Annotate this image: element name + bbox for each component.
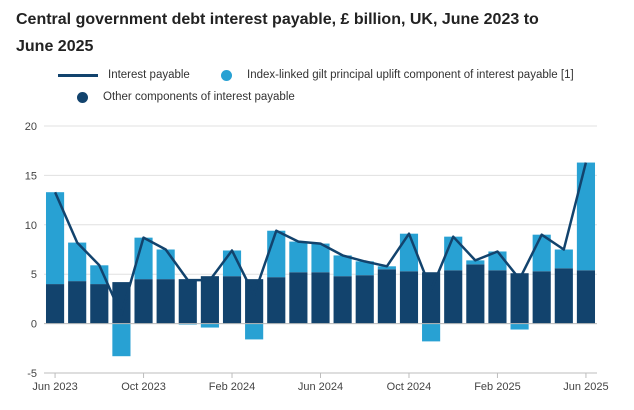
bar-index-linked-uplift — [267, 230, 286, 278]
bar-other-components — [422, 272, 441, 324]
bar-other-components — [45, 284, 65, 324]
bar-index-linked-uplift — [333, 255, 352, 277]
bar-index-linked-uplift — [377, 266, 396, 270]
bar-index-linked-uplift — [422, 323, 441, 342]
legend-dot-swatch — [77, 91, 88, 103]
legend-item-index-linked: Index-linked gilt principal uplift compo… — [221, 69, 574, 81]
bar-other-components — [576, 270, 596, 324]
bar-other-components — [289, 272, 308, 324]
x-tick-label: Jun 2025 — [563, 381, 608, 393]
bar-other-components — [112, 282, 131, 324]
x-tick-label: Oct 2023 — [121, 381, 166, 393]
legend-line-swatch — [58, 73, 98, 77]
bar-index-linked-uplift — [311, 243, 330, 273]
y-tick-label: 20 — [25, 121, 37, 133]
bar-index-linked-uplift — [45, 192, 65, 285]
bar-index-linked-uplift — [576, 162, 596, 271]
chart-title: Central government debt interest payable… — [16, 11, 539, 55]
y-tick-label: 0 — [31, 319, 37, 331]
bar-other-components — [222, 276, 242, 324]
bar-other-components — [554, 268, 573, 324]
y-tick-label: -5 — [27, 368, 37, 380]
x-tick-label: Oct 2024 — [387, 381, 432, 393]
bar-index-linked-uplift — [134, 237, 153, 280]
legend-item-interest-payable: Interest payable — [58, 69, 190, 81]
bar-index-linked-uplift — [289, 241, 308, 273]
legend-item-other-components: Other components of interest payable — [77, 91, 295, 103]
bar-other-components — [333, 276, 352, 324]
bar-other-components — [311, 272, 330, 324]
bar-index-linked-uplift — [466, 260, 485, 265]
bar-index-linked-uplift — [200, 323, 219, 328]
y-tick-label: 15 — [25, 170, 37, 182]
y-tick-label: 10 — [25, 220, 37, 232]
bar-other-components — [156, 279, 175, 324]
bar-index-linked-uplift — [554, 249, 573, 269]
bar-index-linked-uplift — [112, 323, 131, 357]
bar-index-linked-uplift — [355, 261, 374, 276]
bar-other-components — [466, 264, 485, 324]
bar-other-components — [267, 277, 286, 324]
bar-index-linked-uplift — [510, 323, 529, 330]
legend-label: Interest payable — [108, 69, 190, 81]
legend-label: Other components of interest payable — [103, 91, 295, 103]
x-tick-label: Jun 2024 — [298, 381, 343, 393]
bar-index-linked-uplift — [68, 242, 87, 282]
bar-other-components — [488, 270, 507, 324]
line-interest-payable — [53, 162, 588, 316]
bar-other-components — [200, 276, 219, 324]
bar-other-components — [532, 271, 551, 324]
legend-label: Index-linked gilt principal uplift compo… — [247, 69, 574, 81]
bar-index-linked-uplift — [90, 265, 109, 285]
bar-other-components — [399, 271, 419, 324]
bar-index-linked-uplift — [156, 249, 175, 280]
bar-other-components — [178, 279, 197, 324]
legend-dot-swatch — [221, 69, 232, 81]
bar-other-components — [134, 279, 153, 324]
bar-other-components — [68, 281, 87, 324]
bar-index-linked-uplift — [245, 323, 264, 340]
bar-other-components — [355, 275, 374, 324]
x-tick-label: Feb 2025 — [474, 381, 520, 393]
x-tick-label: Jun 2023 — [32, 381, 77, 393]
x-tick-label: Feb 2024 — [209, 381, 255, 393]
bar-other-components — [90, 284, 109, 324]
bar-other-components — [245, 279, 264, 324]
bar-other-components — [377, 269, 396, 324]
y-tick-label: 5 — [31, 269, 37, 281]
bar-other-components — [444, 270, 463, 324]
bar-other-components — [510, 273, 529, 324]
